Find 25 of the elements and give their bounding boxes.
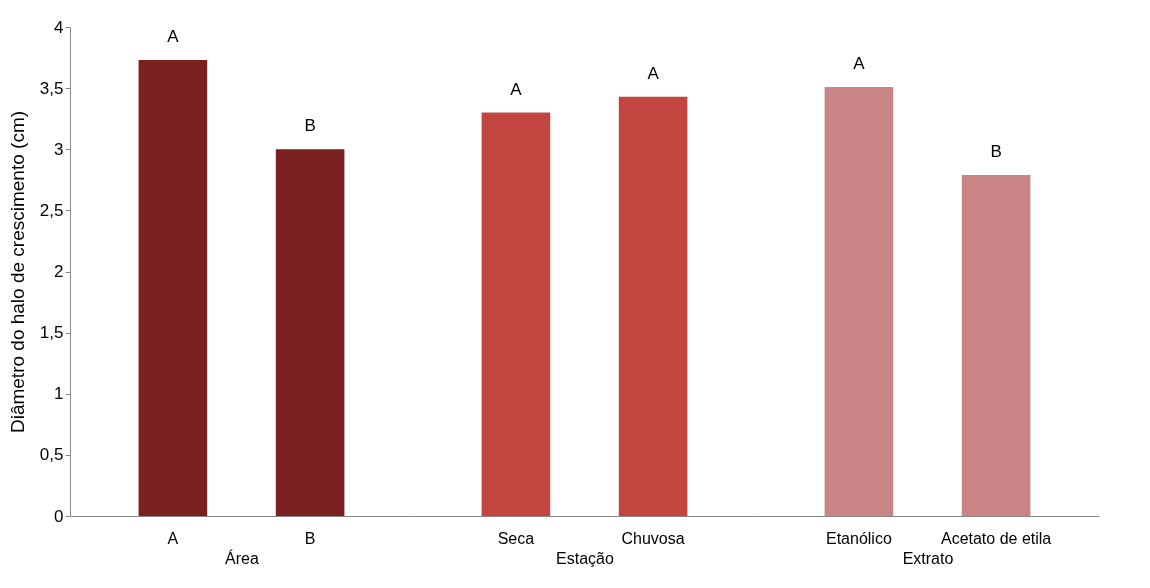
y-tick-label: 4	[54, 17, 64, 37]
x-tick-label: Etanólico	[825, 529, 892, 547]
text: Estação	[556, 549, 615, 567]
x-tick-label: Chuvosa	[621, 529, 685, 547]
y-tick-label: 1,5	[39, 323, 64, 343]
data-label: B	[304, 116, 316, 136]
x-tick-label: Acetato de etila	[940, 529, 1052, 547]
y-tick-label: 3,5	[39, 78, 64, 98]
x-tick-label: A	[167, 529, 179, 547]
data-label: A	[853, 53, 866, 73]
text: Extrato	[902, 549, 954, 567]
y-tick-label: 0,5	[39, 445, 64, 465]
text: Área	[225, 548, 259, 567]
y-tick-label: 1	[54, 384, 64, 404]
y-tick-label: 2	[54, 262, 64, 281]
y-axis-title: Diâmetro do halo de crescimento (cm)	[6, 110, 28, 434]
x-tick-label: Seca	[497, 529, 535, 547]
data-label: A	[647, 63, 660, 83]
y-tick-label: 3	[54, 139, 64, 159]
x-tick-label: B	[304, 529, 316, 547]
data-label: A	[510, 79, 523, 99]
data-label: A	[167, 27, 180, 47]
y-tick-label: 2,5	[39, 200, 64, 220]
data-label: B	[990, 141, 1002, 161]
y-tick-label: 0	[54, 506, 64, 526]
